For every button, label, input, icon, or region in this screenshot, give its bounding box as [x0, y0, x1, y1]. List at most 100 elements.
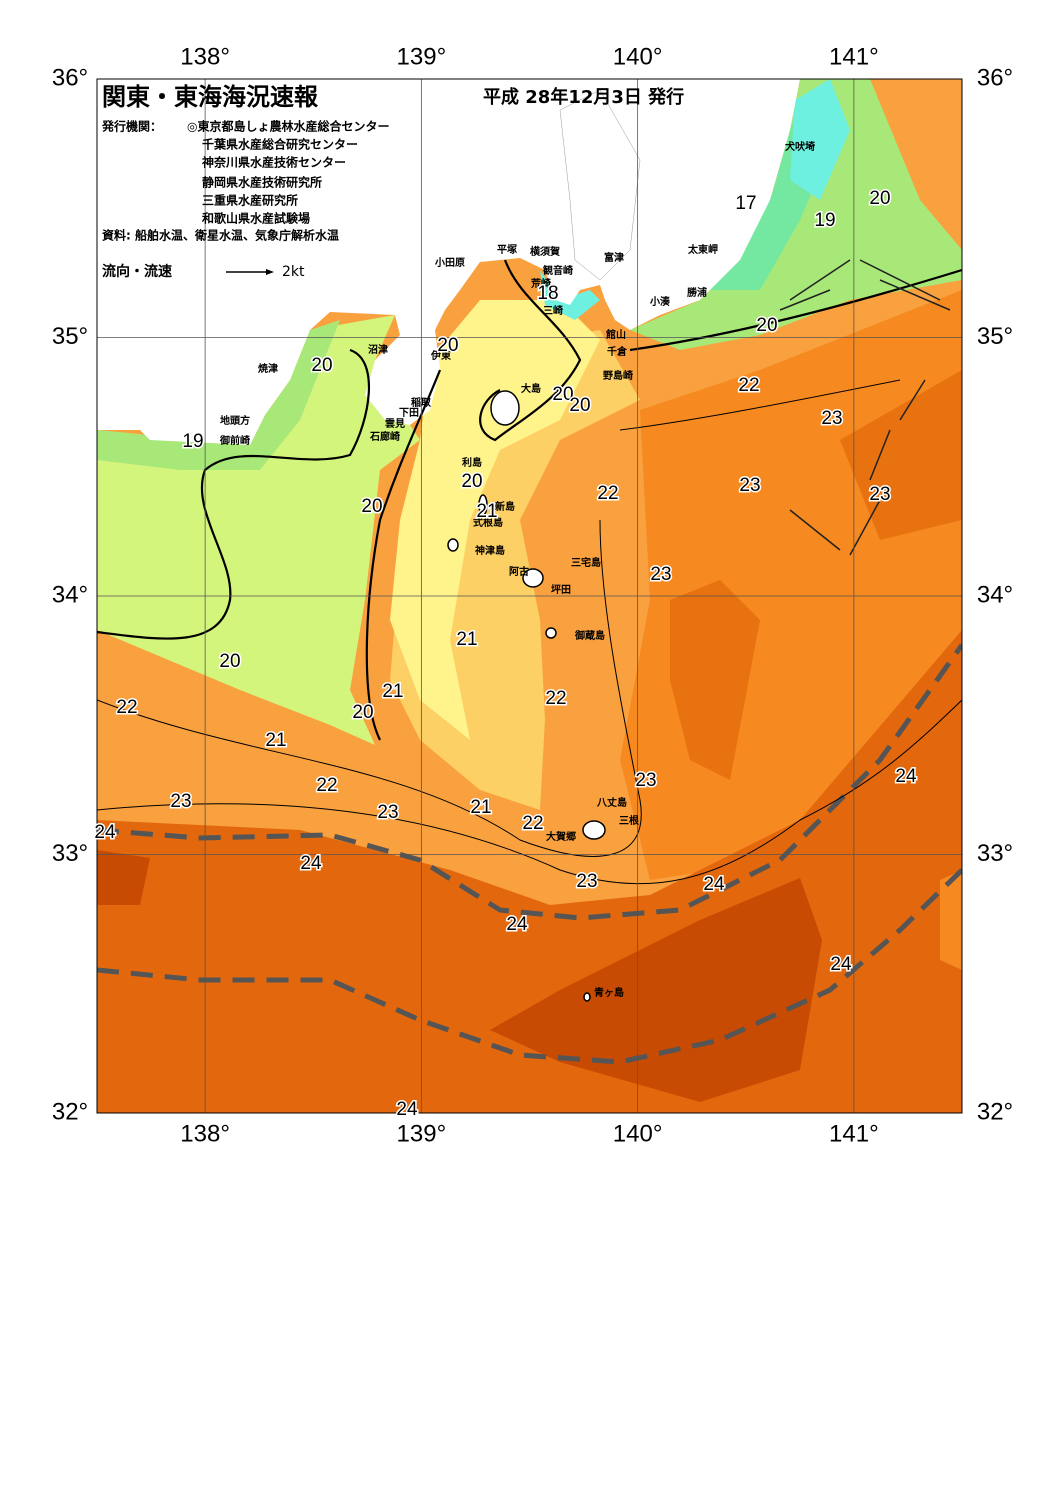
place-label: 横須賀 — [530, 245, 560, 258]
hot-patch — [97, 850, 150, 905]
temperature-label: 22 — [316, 775, 337, 796]
current-arrow — [899, 379, 926, 421]
temperature-label: 23 — [821, 408, 842, 429]
legend-label: 流向・流速 — [102, 263, 172, 280]
temperature-label: 22 — [116, 697, 137, 718]
island — [447, 538, 459, 552]
place-label: 焼津 — [258, 362, 278, 375]
temperature-label: 17 — [735, 193, 756, 214]
lat-tick-label: 36° — [52, 64, 88, 91]
temperature-label: 23 — [869, 484, 890, 505]
place-label: 太東岬 — [687, 243, 718, 256]
lat-tick-label: 33° — [52, 840, 88, 867]
place-label: 青ヶ島 — [594, 986, 624, 999]
temperature-label: 23 — [650, 564, 671, 585]
current-arrow — [879, 279, 951, 311]
place-label: 利島 — [462, 456, 482, 469]
lon-tick-label: 139° — [397, 1120, 447, 1147]
issuer: 神奈川県水産技術センター — [202, 155, 346, 170]
temperature-label: 22 — [738, 375, 759, 396]
place-label: 平塚 — [497, 243, 517, 256]
place-label: 伊東 — [430, 349, 451, 362]
place-label: 神津島 — [475, 544, 505, 557]
lon-tick-label: 141° — [829, 43, 879, 70]
kuroshio-line — [97, 643, 962, 921]
place-label: 沼津 — [368, 343, 388, 356]
lon-tick-label: 138° — [180, 43, 230, 70]
temperature-label: 21 — [265, 730, 286, 751]
island — [490, 390, 520, 426]
temperature-label: 20 — [569, 395, 590, 416]
temperature-label: 22 — [545, 688, 566, 709]
place-label: 三宅島 — [571, 556, 601, 569]
data-source: 資料: 船舶水温、衛星水温、気象庁解析水温 — [102, 228, 339, 243]
temperature-label: 24 — [830, 954, 852, 975]
place-label: 新島 — [495, 500, 515, 513]
place-label: 下田 — [399, 407, 419, 419]
lat-tick-label: 33° — [977, 840, 1013, 867]
lon-tick-label: 140° — [613, 1120, 663, 1147]
place-label: 坪田 — [551, 583, 571, 596]
island — [582, 820, 606, 840]
map-frame — [96, 78, 963, 1114]
lon-tick-label: 141° — [829, 1120, 879, 1147]
temperature-label: 24 — [300, 853, 322, 874]
temperature-label: 21 — [470, 797, 491, 818]
temperature-label: 20 — [437, 335, 458, 356]
cool-zone — [390, 300, 600, 740]
place-label: 犬吠埼 — [785, 140, 815, 153]
temperature-label: 21 — [476, 501, 497, 522]
place-label: 館山 — [605, 328, 626, 341]
sea-temperature-map — [97, 79, 962, 1113]
place-label: 御前崎 — [219, 434, 250, 447]
temperature-label: 20 — [361, 496, 382, 517]
coldest-zone — [790, 79, 850, 200]
island — [522, 568, 544, 588]
place-label: 御蔵島 — [574, 629, 605, 642]
lon-tick-label: 139° — [397, 43, 447, 70]
place-label: 野島崎 — [603, 369, 633, 382]
contour — [97, 699, 962, 885]
issuer: 静岡県水産技術研究所 — [202, 175, 322, 190]
temperature-label: 22 — [597, 483, 618, 504]
place-label: 阿古 — [509, 565, 529, 578]
contour — [479, 259, 582, 442]
place-label: 大島 — [521, 382, 541, 395]
island — [478, 494, 488, 516]
temperature-label: 23 — [377, 802, 398, 823]
issue-date: 平成 28年12月3日 発行 — [483, 86, 684, 108]
lat-tick-label: 36° — [977, 64, 1013, 91]
title: 関東・東海海況速報 — [102, 83, 319, 111]
lat-tick-label: 32° — [52, 1098, 88, 1125]
temperature-label: 20 — [756, 315, 777, 336]
islands — [447, 390, 606, 1002]
kuroshio-axis — [97, 643, 962, 1065]
place-label: 観音崎 — [543, 264, 573, 277]
place-label: 三根 — [619, 814, 639, 827]
place-label: 小湊 — [649, 295, 671, 308]
current-arrow — [789, 259, 851, 301]
temperature-label: 21 — [456, 629, 477, 650]
place-label: 荒崎 — [530, 277, 551, 290]
issuer: 三重県水産研究所 — [202, 193, 298, 208]
contour — [365, 369, 442, 741]
temperature-label: 22 — [522, 813, 543, 834]
temperature-label: 20 — [219, 651, 240, 672]
place-label: 地頭方 — [220, 414, 250, 427]
temperature-label: 19 — [814, 210, 835, 231]
temperature-label: 24 — [94, 822, 116, 843]
temperature-label: 19 — [182, 431, 203, 452]
issuer: 和歌山県水産試験場 — [201, 211, 310, 226]
place-label: 大賀郷 — [546, 830, 576, 843]
place-label: 三崎 — [543, 304, 563, 317]
lat-tick-label: 35° — [977, 323, 1013, 350]
contour — [629, 268, 962, 352]
lon-tick-label: 138° — [180, 1120, 230, 1147]
temperature-label: 24 — [506, 914, 528, 935]
temperature-label: 24 — [895, 766, 917, 787]
lat-tick-label: 34° — [52, 581, 88, 608]
temperature-label: 24 — [396, 1099, 418, 1120]
contour — [97, 519, 642, 857]
lat-tick-label: 34° — [977, 581, 1013, 608]
